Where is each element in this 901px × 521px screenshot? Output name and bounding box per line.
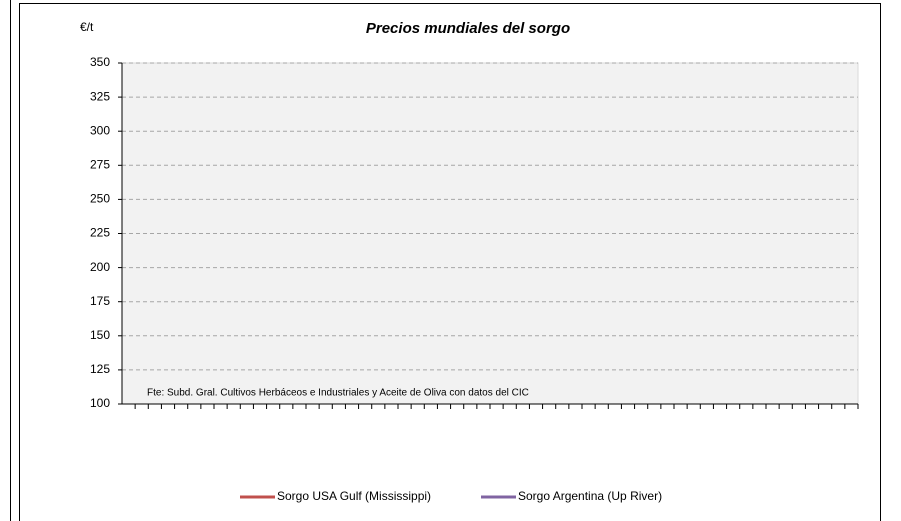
y-tick-label: 100	[90, 396, 110, 410]
y-tick-label: 275	[90, 157, 110, 171]
y-tick-label: 350	[90, 55, 110, 69]
y-tick-label: 200	[90, 260, 110, 274]
y-tick-label: 250	[90, 192, 110, 206]
y-tick-label: 175	[90, 294, 110, 308]
y-tick-label: 150	[90, 328, 110, 342]
y-tick-label: 300	[90, 123, 110, 137]
y-tick-label: 225	[90, 226, 110, 240]
y-tick-label: 125	[90, 362, 110, 376]
legend-label: Sorgo USA Gulf (Mississippi)	[277, 489, 431, 503]
chart-title: Precios mundiales del sorgo	[366, 20, 570, 37]
y-axis-label: €/t	[80, 20, 94, 34]
legend-label: Sorgo Argentina (Up River)	[518, 489, 662, 503]
source-note: Fte: Subd. Gral. Cultivos Herbáceos e In…	[147, 388, 529, 399]
y-tick-label: 325	[90, 89, 110, 103]
